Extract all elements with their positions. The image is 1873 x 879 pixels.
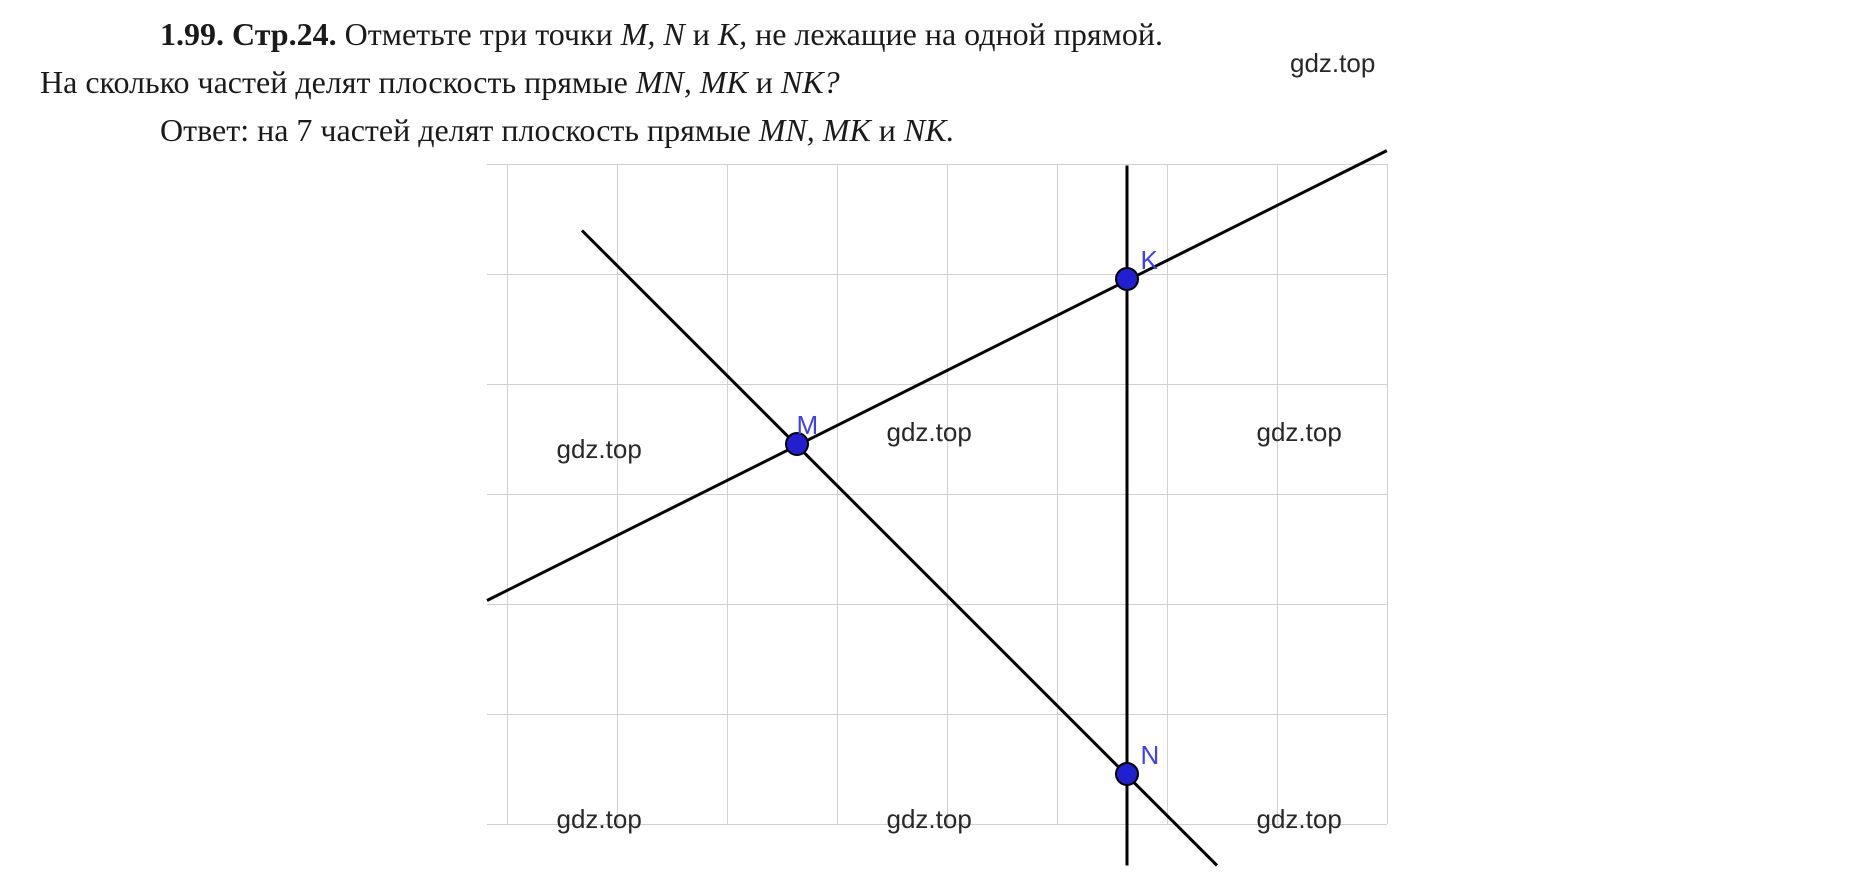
text-fragment: и — [693, 16, 718, 52]
grid-line-vertical — [947, 164, 948, 824]
text-fragment: Ответ: на 7 частей делят плоскость прямы… — [160, 112, 759, 148]
line-NK: NK? — [781, 64, 840, 100]
watermark: gdz.top — [887, 417, 972, 448]
variable-N: N — [663, 16, 692, 52]
line-MK — [486, 149, 1387, 602]
point-label-N: N — [1141, 740, 1160, 771]
variable-K: К, — [718, 16, 755, 52]
grid-line-vertical — [507, 164, 508, 824]
watermark: gdz.top — [557, 434, 642, 465]
watermark-top: gdz.top — [1290, 48, 1375, 79]
watermark: gdz.top — [1257, 804, 1342, 835]
grid-line-vertical — [727, 164, 728, 824]
point-label-K: K — [1141, 245, 1158, 276]
problem-line-2: На сколько частей делят плоскость прямые… — [40, 58, 1833, 106]
grid-line-horizontal — [487, 164, 1387, 165]
line-MK: MК — [823, 112, 879, 148]
problem-number: 1.99. — [160, 16, 224, 52]
grid-line-vertical — [1277, 164, 1278, 824]
point-label-M: M — [797, 410, 819, 441]
point-N — [1115, 762, 1139, 786]
text-fragment: не лежащие на одной прямой. — [755, 16, 1163, 52]
grid-line-horizontal — [487, 714, 1387, 715]
grid-line-vertical — [1167, 164, 1168, 824]
watermark: gdz.top — [557, 804, 642, 835]
page-reference: Стр.24. — [232, 16, 337, 52]
line-MK: MК — [700, 64, 756, 100]
line-MN: MN, — [759, 112, 823, 148]
grid-line-horizontal — [487, 384, 1387, 385]
problem-text: 1.99. Стр.24. Отметьте три точки M, N и … — [40, 10, 1833, 154]
grid-line-vertical — [1057, 164, 1058, 824]
problem-line-1: 1.99. Стр.24. Отметьте три точки M, N и … — [40, 10, 1833, 58]
grid-line-vertical — [1387, 164, 1388, 824]
text-fragment: и — [756, 64, 781, 100]
text-fragment: и — [879, 112, 904, 148]
grid-line-horizontal — [487, 494, 1387, 495]
watermark: gdz.top — [1257, 417, 1342, 448]
grid-line-horizontal — [487, 274, 1387, 275]
line-MN: MN, — [636, 64, 700, 100]
text-fragment: Отметьте три точки — [345, 16, 621, 52]
point-K — [1115, 267, 1139, 291]
variable-M: M, — [621, 16, 664, 52]
watermark: gdz.top — [887, 804, 972, 835]
problem-line-3: Ответ: на 7 частей делят плоскость прямы… — [40, 106, 1833, 154]
geometry-diagram: MKNgdz.topgdz.topgdz.topgdz.topgdz.topgd… — [487, 164, 1387, 824]
grid-line-horizontal — [487, 604, 1387, 605]
text-fragment: На сколько частей делят плоскость прямые — [40, 64, 636, 100]
line-NK: NK. — [904, 112, 955, 148]
grid-line-vertical — [837, 164, 838, 824]
